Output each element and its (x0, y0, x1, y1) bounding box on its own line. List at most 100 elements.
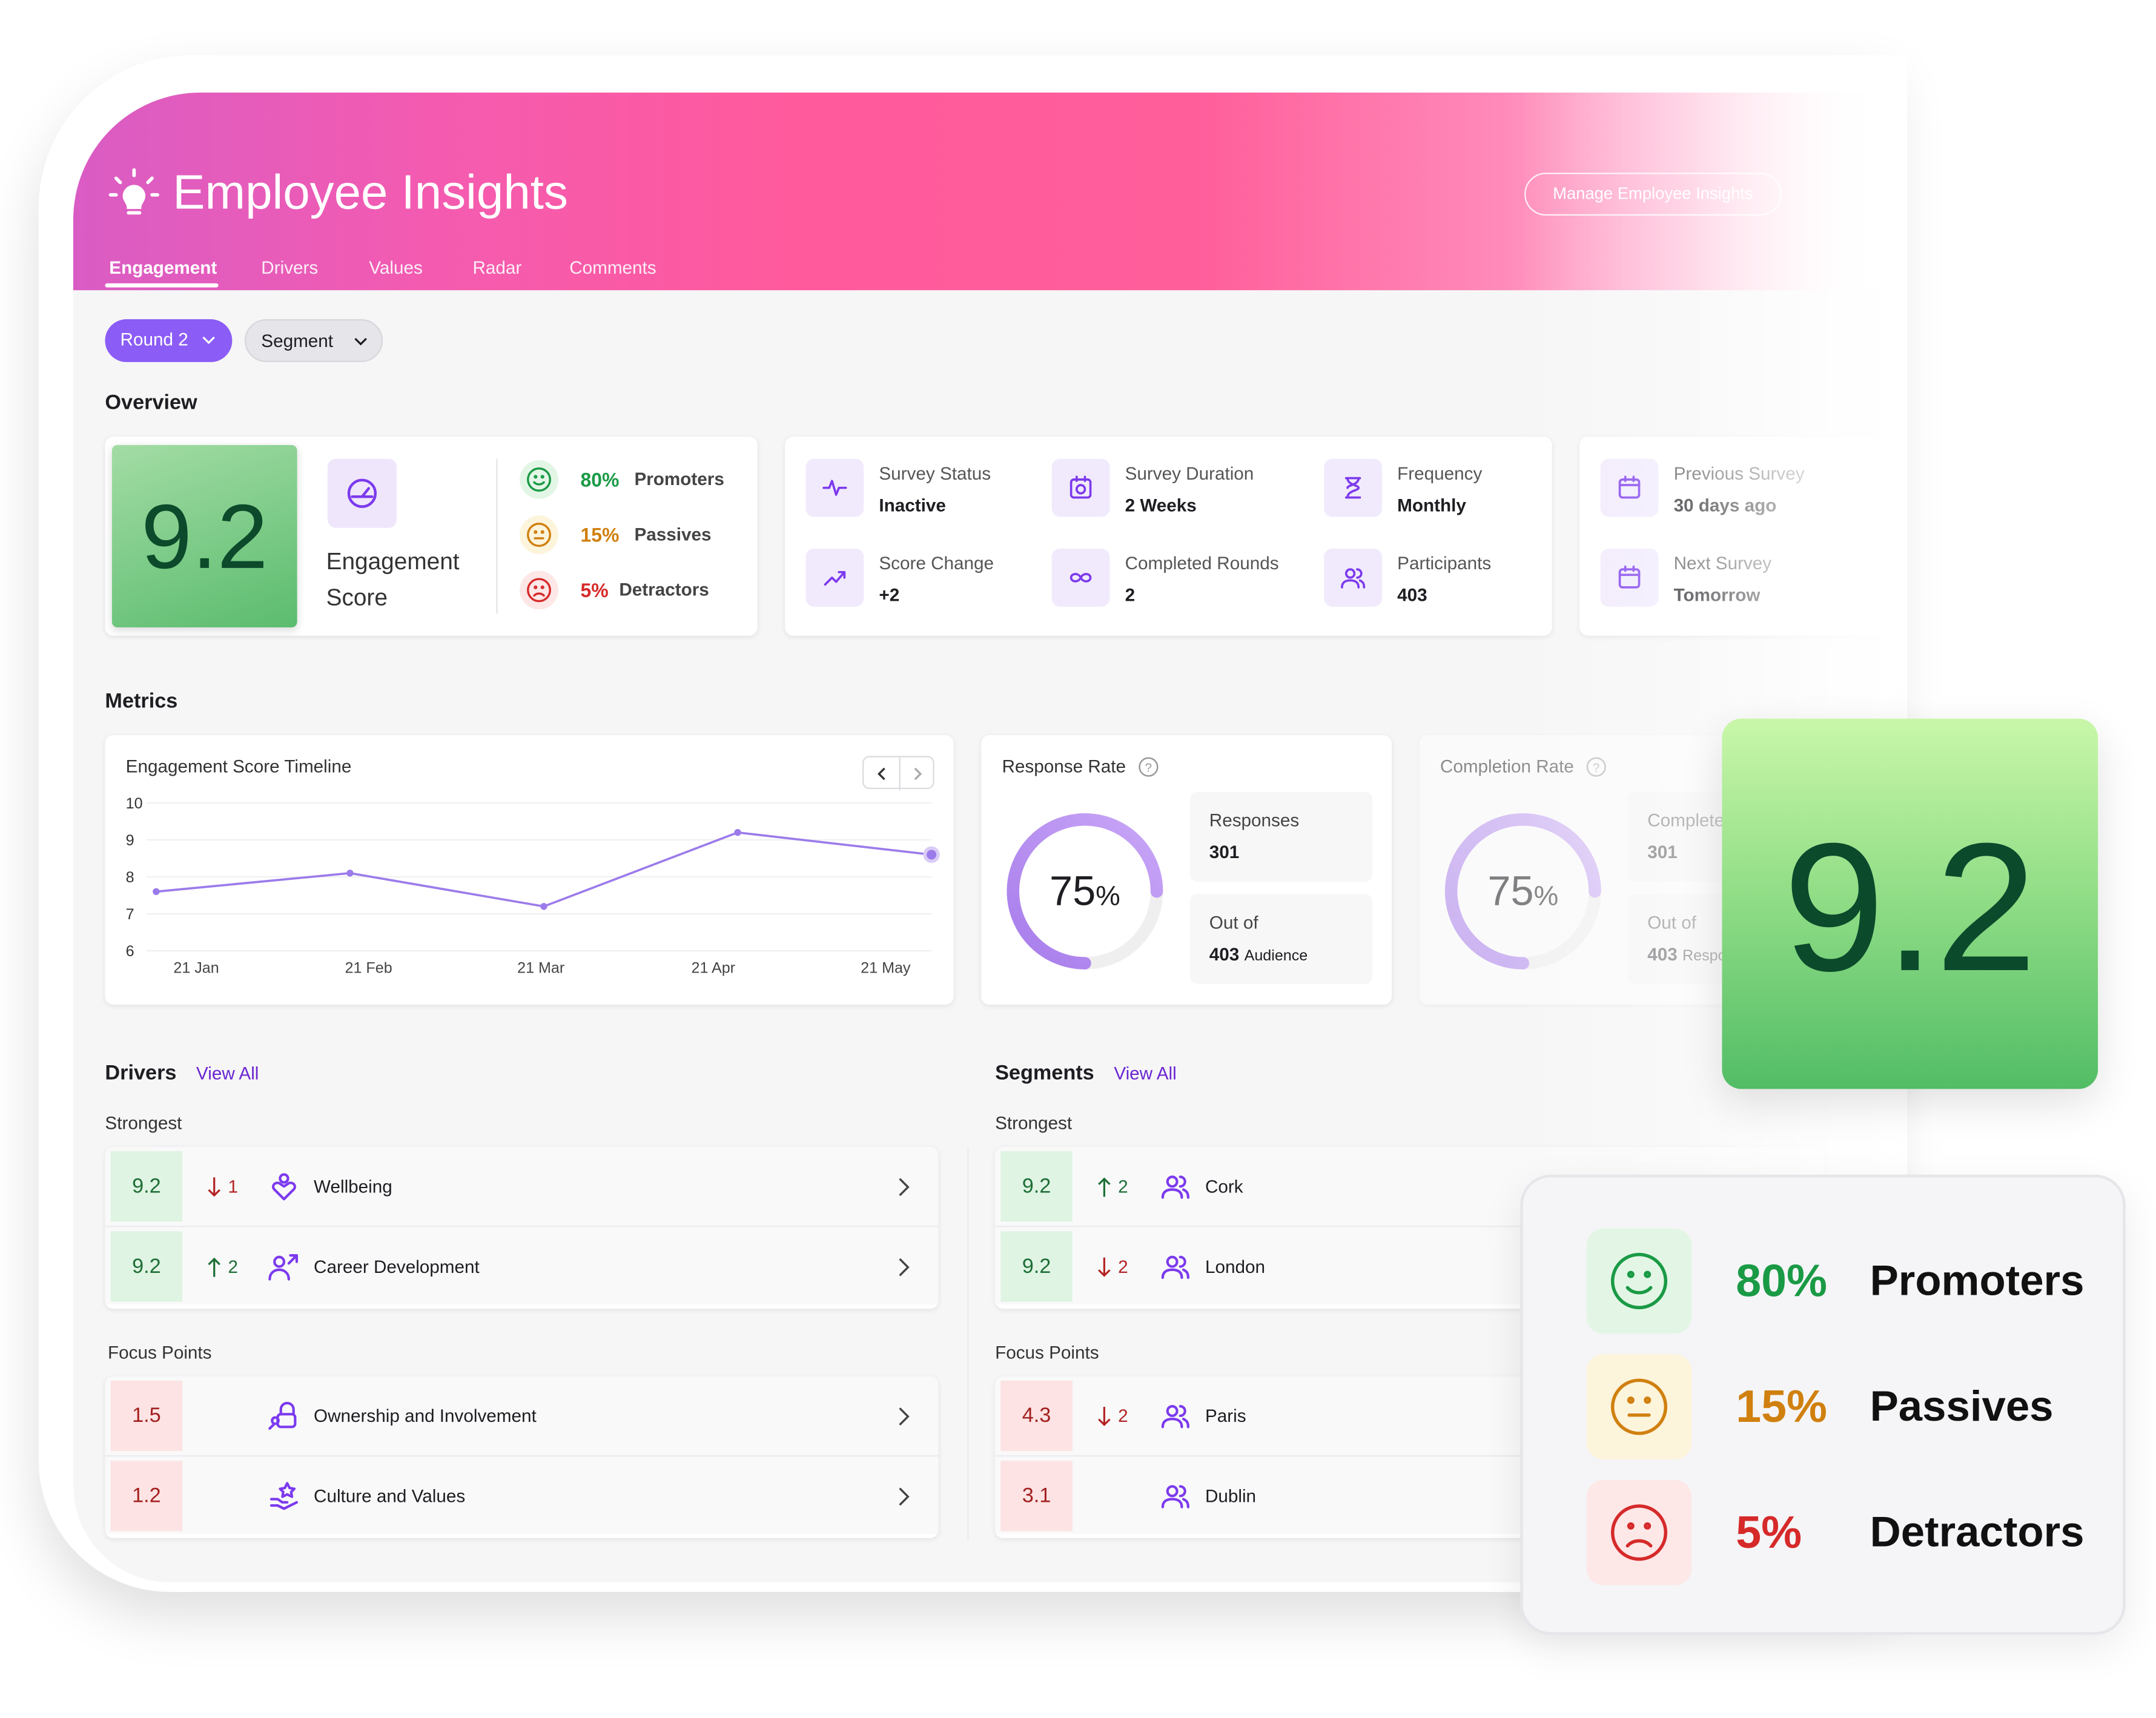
icon-shape (1344, 477, 1361, 499)
x-tick-label: 21 Feb (345, 960, 392, 977)
row-chevron (899, 1258, 910, 1277)
face-shape (533, 481, 545, 486)
view-all-link[interactable]: View All (1114, 1062, 1177, 1084)
rate-box-unit: Audience (1244, 948, 1308, 965)
icon-shape (1161, 1175, 1189, 1199)
row-icon (272, 1173, 296, 1201)
face-shape (1625, 1539, 1653, 1548)
arrow (208, 1177, 220, 1197)
face-shape (1627, 1396, 1635, 1404)
filter-label: Round 2 (120, 329, 188, 350)
icon-shape (1166, 1175, 1179, 1188)
group-label: Focus Points (107, 1341, 212, 1363)
row-name: Dublin (1205, 1485, 1257, 1507)
list-row[interactable]: 1.2 Culture and Values (105, 1455, 939, 1535)
stat-label: Survey Status (879, 463, 991, 484)
face-shape (1644, 1270, 1652, 1278)
face-shape (534, 475, 538, 479)
icon-shape (1161, 1255, 1189, 1279)
icon-shape (270, 1498, 299, 1510)
score-cell: 4.3 (1000, 1380, 1073, 1452)
score-cell: 1.5 (110, 1380, 183, 1452)
view-all-link[interactable]: View All (196, 1062, 259, 1084)
list-row[interactable]: 9.2 1 Wellbeing (105, 1147, 939, 1226)
nps-label: Passives (634, 523, 712, 545)
stat-icon-box (1051, 458, 1110, 517)
list-row[interactable]: 1.5 Ownership and Involvement (105, 1376, 939, 1455)
row-icon (1161, 1405, 1189, 1429)
icon-shape (1070, 478, 1092, 499)
face-icon (527, 578, 551, 603)
stat-value: +2 (879, 584, 900, 606)
prev[interactable] (877, 767, 885, 781)
row-name: London (1205, 1256, 1265, 1277)
stat-icon-box (805, 458, 864, 517)
bulb-icon (108, 168, 160, 215)
row-name: Cork (1205, 1176, 1243, 1197)
tab-underline (105, 283, 219, 288)
score-cell: 9.2 (1000, 1231, 1073, 1302)
face-shape (1610, 1378, 1668, 1435)
section-heading: Overview (105, 391, 197, 415)
filter-pill[interactable]: Round 2 (105, 319, 233, 362)
timeline-card: Engagement Score Timeline 6 7 8 9 10 21 Jan 21 … (105, 735, 954, 1005)
stat-value: 2 (1125, 584, 1136, 606)
list-row[interactable]: 9.2 2 Career Development (105, 1226, 939, 1305)
icon-shape (1070, 573, 1092, 583)
row-change: 2 (1118, 1176, 1128, 1197)
rate-card: Response Rate? 75% Responses 301 Out of 403 A… (981, 735, 1392, 1005)
x-tick-label: 21 Apr (691, 960, 735, 977)
next[interactable] (914, 767, 922, 781)
help-circle (1139, 757, 1159, 777)
stat-icon (824, 570, 846, 586)
floating-nps: 80% Promoters 15% Passives 5% Detractors (1520, 1174, 2126, 1635)
icon-shape (279, 1173, 289, 1184)
nps-badge (1586, 1228, 1692, 1334)
score-tile: 9.2 (111, 444, 297, 628)
nps-label: Detractors (619, 579, 709, 600)
stat-icon (822, 480, 847, 496)
stat-value: Monthly (1397, 494, 1466, 516)
face-icon (527, 467, 551, 492)
face-shape (540, 475, 544, 479)
row-chevron (899, 1178, 910, 1197)
icon-shape (822, 480, 847, 496)
stat-value: 2 Weeks (1125, 494, 1197, 516)
score-cell: 1.2 (110, 1461, 183, 1531)
stat-icon-box (1324, 458, 1383, 517)
row-icon (1161, 1485, 1189, 1508)
stat-value: Inactive (879, 494, 946, 516)
chev (899, 1487, 910, 1506)
stat-icon-box (1051, 548, 1110, 607)
ring (1007, 813, 1163, 970)
row-icon (268, 1401, 297, 1430)
ring-text: 75% (1002, 868, 1168, 917)
floating-score-value: 9.2 (1783, 805, 2037, 1009)
filter-pill[interactable]: Segment (244, 319, 383, 362)
tab: Engagement (109, 257, 217, 278)
row-icon (268, 1254, 299, 1281)
list-card: 9.2 1 Wellbeing 9.2 2 Career Development (105, 1147, 939, 1309)
icon-shape (1166, 1405, 1179, 1418)
face-shape (540, 585, 544, 589)
timeline-nav[interactable] (862, 756, 934, 791)
rate-box-value: 403 Audience (1209, 941, 1308, 970)
icon-shape (1161, 1405, 1189, 1429)
divider (496, 458, 498, 614)
y-tick-label: 6 (126, 943, 134, 960)
score-label: Engagement Score (326, 548, 460, 611)
list-card: 1.5 Ownership and Involvement 1.2 Culture a… (105, 1376, 939, 1538)
x-tick-label: 21 Mar (517, 960, 564, 977)
icon-shape (1075, 484, 1086, 495)
face-shape (540, 530, 544, 534)
stat-icon (1070, 475, 1092, 499)
nps-badge (1586, 1480, 1692, 1585)
score-cell: 3.1 (1000, 1461, 1073, 1531)
chev (899, 1258, 910, 1277)
change-arrow (1098, 1407, 1111, 1427)
nps-big-percent: 5% (1736, 1506, 1802, 1558)
icon-shape (1166, 1255, 1179, 1268)
x-tick-label: 21 May (861, 960, 911, 977)
row-score: 1.5 (132, 1404, 161, 1428)
